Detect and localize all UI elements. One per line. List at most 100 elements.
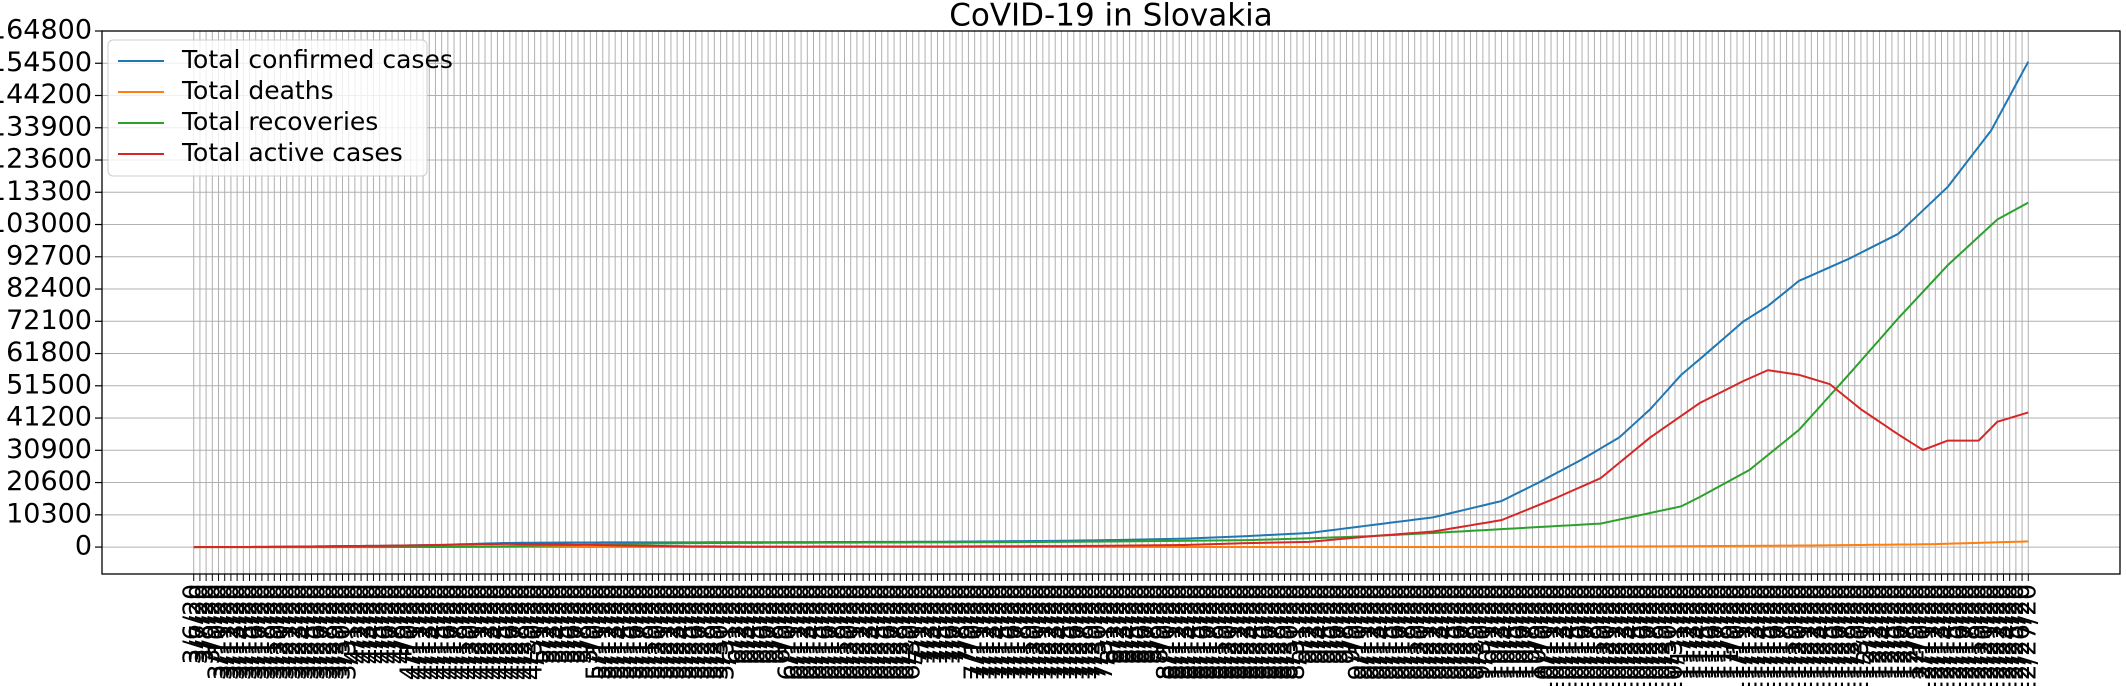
x-tick-label: 3/31/20 xyxy=(333,584,362,680)
x-tick-label: 6/25/20 xyxy=(866,584,895,680)
x-tick-label: 8/13/20 xyxy=(1169,584,1198,680)
x-tick-label: 6/3/20 xyxy=(729,584,758,664)
x-tick-label: 9/7/20 xyxy=(1324,584,1353,664)
x-tick-label: 4/11/20 xyxy=(401,584,430,680)
x-tick-label: 4/5/20 xyxy=(364,584,393,664)
x-tick-label: 12/9/20 xyxy=(1901,584,1930,680)
y-tick-label: 92700 xyxy=(6,240,92,271)
x-tick-label: 6/15/20 xyxy=(804,584,833,680)
x-tick-label: 11/10/20 xyxy=(1721,584,1750,686)
x-tick-label: 5/11/20 xyxy=(587,584,616,680)
x-tick-label: 10/18/20 xyxy=(1578,584,1607,686)
x-tick-label: 11/20/20 xyxy=(1783,584,1812,686)
x-tick-label: 4/30/20 xyxy=(519,584,548,680)
x-tick-label: 6/23/20 xyxy=(853,584,882,680)
x-tick-label: 9/11/20 xyxy=(1349,584,1378,680)
x-tick-label: 4/4/20 xyxy=(357,584,386,664)
x-tick-label: 4/20/20 xyxy=(457,584,486,680)
x-tick-label: 3/24/20 xyxy=(289,584,318,680)
x-tick-label: 10/12/20 xyxy=(1541,584,1570,686)
x-tick-label: 7/30/20 xyxy=(1083,584,1112,680)
x-tick-label: 3/6/20 xyxy=(178,584,207,664)
x-tick-label: 9/30/20 xyxy=(1467,584,1496,680)
x-tick-label: 5/13/20 xyxy=(599,584,628,680)
x-tick-label: 9/14/20 xyxy=(1368,584,1397,680)
x-tick-label: 3/16/20 xyxy=(240,584,269,680)
x-tick-label: 12/25/20 xyxy=(2000,584,2029,686)
x-tick-label: 7/2/20 xyxy=(909,584,938,664)
x-tick-label: 7/10/20 xyxy=(959,584,988,680)
x-tick-label: 12/22/20 xyxy=(1981,584,2010,686)
y-tick-label: 133900 xyxy=(0,111,92,142)
x-tick-label: 6/30/20 xyxy=(897,584,926,680)
x-tick-label: 3/30/20 xyxy=(326,584,355,680)
x-tick-label: 6/11/20 xyxy=(779,584,808,680)
x-tick-label: 11/7/20 xyxy=(1702,584,1731,680)
x-tick-label: 7/12/20 xyxy=(971,584,1000,680)
x-tick-label: 6/2/20 xyxy=(723,584,752,664)
x-tick-label: 12/17/20 xyxy=(1950,584,1979,686)
x-tick-label: 11/3/20 xyxy=(1678,584,1707,680)
x-tick-label: 5/30/20 xyxy=(705,584,734,680)
x-tick-label: 11/29/20 xyxy=(1839,584,1868,686)
x-tick-label: 6/26/20 xyxy=(872,584,901,680)
x-tick-label: 4/2/20 xyxy=(345,584,374,664)
x-tick-label: 10/29/20 xyxy=(1647,584,1676,686)
x-tick-label: 3/19/20 xyxy=(258,584,287,680)
x-tick-label: 7/4/20 xyxy=(921,584,950,664)
x-tick-label: 12/20/20 xyxy=(1969,584,1998,686)
x-tick-label: 12/7/20 xyxy=(1888,584,1917,680)
x-tick-label: 9/29/20 xyxy=(1461,584,1490,680)
x-tick-label: 7/16/20 xyxy=(996,584,1025,680)
x-tick-label: 7/6/20 xyxy=(934,584,963,664)
x-tick-label: 6/9/20 xyxy=(767,584,796,664)
legend-label: Total deaths xyxy=(181,76,334,105)
x-tick-label: 6/20/20 xyxy=(835,584,864,680)
x-tick-label: 3/14/20 xyxy=(227,584,256,680)
x-tick-label: 8/4/20 xyxy=(1114,584,1143,664)
x-tick-label: 5/15/20 xyxy=(612,584,641,680)
x-tick-label: 5/20/20 xyxy=(643,584,672,680)
x-tick-label: 5/22/20 xyxy=(655,584,684,680)
x-tick-label: 7/11/20 xyxy=(965,584,994,680)
x-tick-label: 10/11/20 xyxy=(1535,584,1564,686)
x-tick-label: 11/17/20 xyxy=(1764,584,1793,686)
x-tick-label: 3/17/20 xyxy=(246,584,275,680)
x-tick-label: 10/16/20 xyxy=(1566,584,1595,686)
x-tick-label: 5/10/20 xyxy=(581,584,610,680)
x-tick-label: 4/28/20 xyxy=(506,584,535,680)
y-tick-label: 10300 xyxy=(6,498,92,529)
x-tick-label: 9/19/20 xyxy=(1399,584,1428,680)
x-tick-label: 7/5/20 xyxy=(928,584,957,664)
x-tick-label: 6/24/20 xyxy=(859,584,888,680)
x-tick-label: 8/6/20 xyxy=(1126,584,1155,664)
x-tick-label: 7/17/20 xyxy=(1002,584,1031,680)
y-tick-label: 144200 xyxy=(0,79,92,110)
x-tick-label: 5/14/20 xyxy=(605,584,634,680)
x-tick-label: 8/17/20 xyxy=(1194,584,1223,680)
x-tick-label: 7/13/20 xyxy=(977,584,1006,680)
x-tick-label: 9/9/20 xyxy=(1337,584,1366,664)
x-tick-label: 10/21/20 xyxy=(1597,584,1626,686)
x-tick-label: 8/7/20 xyxy=(1132,584,1161,664)
x-tick-label: 8/27/20 xyxy=(1256,584,1285,680)
chart-title: CoVID-19 in Slovakia xyxy=(949,0,1273,34)
x-tick-label: 11/12/20 xyxy=(1733,584,1762,686)
x-tick-label: 9/23/20 xyxy=(1423,584,1452,680)
x-tick-label: 5/17/20 xyxy=(624,584,653,680)
x-tick-label: 10/26/20 xyxy=(1628,584,1657,686)
x-tick-label: 10/30/20 xyxy=(1653,584,1682,686)
axis-labels: 0103002060030900412005150061800721008240… xyxy=(0,15,2041,686)
x-tick-label: 9/12/20 xyxy=(1355,584,1384,680)
x-tick-label: 6/8/20 xyxy=(760,584,789,664)
x-tick-label: 10/5/20 xyxy=(1498,584,1527,680)
x-tick-label: 6/18/20 xyxy=(822,584,851,680)
x-tick-label: 6/7/20 xyxy=(754,584,783,664)
x-tick-label: 6/10/20 xyxy=(773,584,802,680)
x-tick-label: 5/28/20 xyxy=(692,584,721,680)
x-tick-label: 5/5/20 xyxy=(550,584,579,664)
x-tick-label: 7/18/20 xyxy=(1008,584,1037,680)
x-tick-label: 8/24/20 xyxy=(1238,584,1267,680)
x-tick-label: 6/14/20 xyxy=(798,584,827,680)
